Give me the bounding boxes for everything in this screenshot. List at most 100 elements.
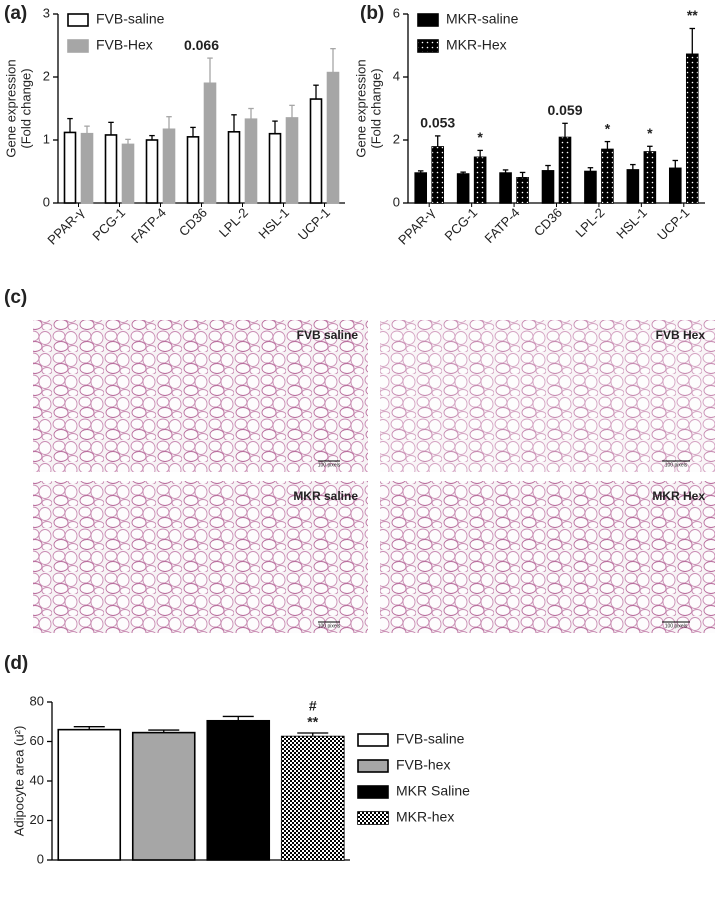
annotation: # xyxy=(309,698,317,714)
x-tick-label: UCP-1 xyxy=(295,205,333,243)
legend-swatch-pattern xyxy=(358,812,388,824)
y-tick-label: 2 xyxy=(43,68,50,83)
panel-label: (c) xyxy=(4,287,27,308)
micrograph xyxy=(380,481,715,633)
legend-swatch xyxy=(357,759,389,773)
x-tick-label: HSL-1 xyxy=(613,205,650,242)
x-tick-label: FATP-4 xyxy=(128,205,169,246)
bar xyxy=(162,128,176,204)
y-tick-label: 0 xyxy=(37,851,44,866)
micrograph xyxy=(380,320,715,472)
legend-label: MKR-saline xyxy=(446,11,519,27)
x-tick-label: CD36 xyxy=(531,205,565,239)
image-label: MKR Hex xyxy=(652,489,705,503)
legend-label: FVB-saline xyxy=(396,731,465,747)
bar xyxy=(63,131,77,204)
legend-label: FVB-hex xyxy=(396,757,450,773)
legend-label: FVB-Hex xyxy=(96,37,153,53)
annotation: ** xyxy=(687,7,698,23)
annotation: * xyxy=(477,129,483,145)
y-axis-label: (Fold change) xyxy=(368,68,383,148)
y-axis-label: Gene expression xyxy=(353,59,368,157)
bar xyxy=(499,172,512,204)
x-tick-label: LPL-2 xyxy=(572,205,607,240)
legend-label: MKR-Hex xyxy=(446,37,507,53)
y-tick-label: 80 xyxy=(30,693,44,708)
x-tick-label: PPAR-γ xyxy=(395,205,438,248)
bar xyxy=(104,134,118,204)
annotation: 0.066 xyxy=(184,37,219,53)
bar xyxy=(244,118,258,204)
annotation: 0.053 xyxy=(420,115,455,131)
legend-swatch xyxy=(357,733,389,747)
scale-bar-label: 100 pixels xyxy=(665,462,688,468)
x-tick-label: PCG-1 xyxy=(89,205,128,244)
bar-pattern xyxy=(517,177,529,203)
bar xyxy=(203,82,217,204)
y-axis-label: Gene expression xyxy=(3,59,18,157)
x-tick-label: HSL-1 xyxy=(255,205,292,242)
annotation: * xyxy=(647,125,653,141)
image-label: FVB Hex xyxy=(656,328,706,342)
panel-label: (d) xyxy=(4,653,28,674)
annotation: ** xyxy=(307,714,318,730)
annotation: * xyxy=(605,120,611,136)
y-tick-label: 2 xyxy=(393,131,400,146)
legend-swatch-pattern xyxy=(418,40,438,52)
bar-pattern xyxy=(601,149,613,203)
bar xyxy=(414,172,428,204)
micrograph-panel: FVB saline FVB Hex MKR saline MKR Hex 10… xyxy=(33,320,715,633)
bar xyxy=(626,169,640,204)
bar xyxy=(285,117,299,204)
x-tick-label: PPAR-γ xyxy=(44,205,87,248)
y-tick-label: 1 xyxy=(43,131,50,146)
legend-label: MKR-hex xyxy=(396,809,454,825)
panel-label: (b) xyxy=(360,3,384,24)
y-tick-label: 3 xyxy=(43,5,50,20)
bar xyxy=(57,728,122,861)
y-tick-label: 6 xyxy=(393,5,400,20)
x-tick-label: UCP-1 xyxy=(654,205,692,243)
legend-label: FVB-saline xyxy=(96,11,165,27)
bar xyxy=(131,731,196,861)
bar xyxy=(121,143,135,204)
bar xyxy=(268,132,282,204)
x-tick-label: CD36 xyxy=(176,205,210,239)
y-tick-label: 4 xyxy=(393,68,400,83)
legend-swatch xyxy=(417,13,439,27)
micrograph xyxy=(33,320,368,472)
y-axis-label: (Fold change) xyxy=(18,68,33,148)
bar-pattern xyxy=(432,146,444,203)
y-tick-label: 0 xyxy=(43,194,50,209)
bar-pattern xyxy=(281,736,344,860)
scale-bar-label: 100 pixels xyxy=(318,623,341,629)
bar-pattern xyxy=(474,157,486,203)
bar-pattern xyxy=(559,137,571,203)
legend-swatch xyxy=(357,785,389,799)
bar-pattern xyxy=(644,151,656,203)
bar xyxy=(541,170,555,204)
bar xyxy=(206,719,271,861)
x-tick-label: FATP-4 xyxy=(482,205,523,246)
scale-bar-label: 100 pixels xyxy=(318,462,341,468)
bar xyxy=(227,131,241,204)
bar xyxy=(326,71,340,204)
bar xyxy=(668,167,682,204)
x-tick-label: LPL-2 xyxy=(216,205,251,240)
y-tick-label: 60 xyxy=(30,733,44,748)
legend-swatch xyxy=(67,39,89,53)
annotation: 0.059 xyxy=(547,102,582,118)
y-tick-label: 20 xyxy=(30,812,44,827)
y-axis-label: Adipocyte area (u²) xyxy=(11,726,26,837)
bar xyxy=(456,173,470,204)
image-label: MKR saline xyxy=(293,489,358,503)
micrograph xyxy=(33,481,368,633)
bar xyxy=(309,98,323,204)
panel-label: (a) xyxy=(4,3,27,24)
x-tick-label: PCG-1 xyxy=(441,205,480,244)
bar xyxy=(186,136,200,204)
legend-swatch xyxy=(67,13,89,27)
legend-label: MKR Saline xyxy=(396,783,470,799)
bar xyxy=(584,170,597,204)
